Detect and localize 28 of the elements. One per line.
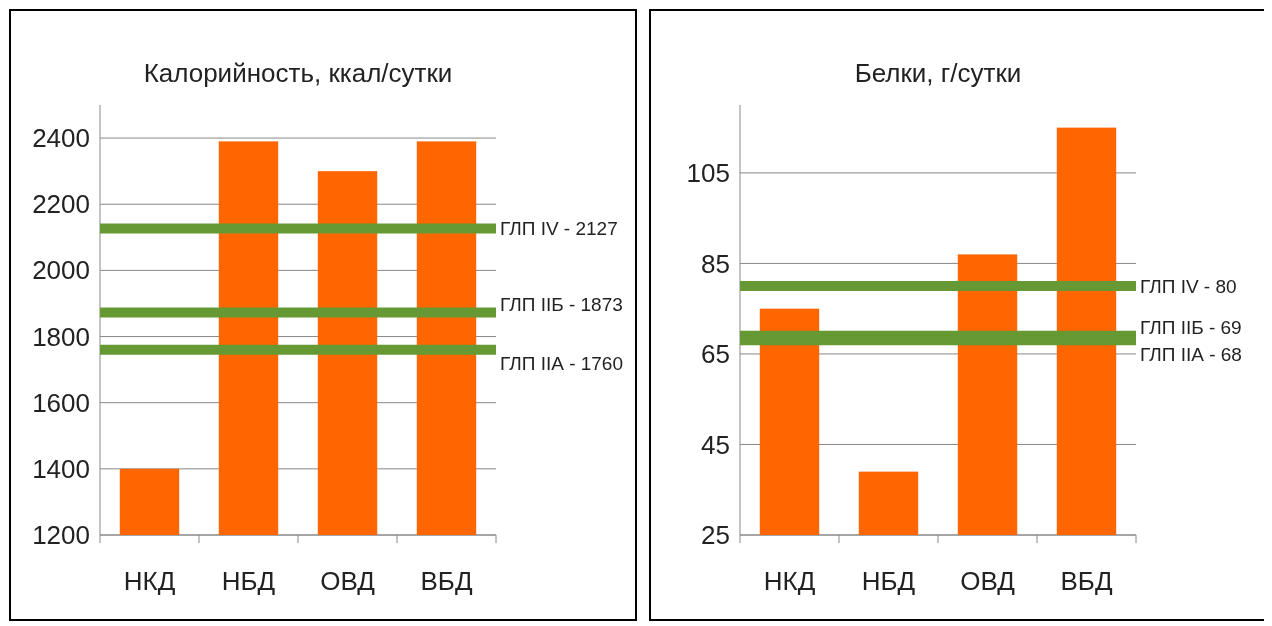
y-tick-label: 1600	[32, 387, 90, 418]
y-tick-label: 1400	[32, 453, 90, 484]
y-tick-label: 25	[701, 520, 730, 551]
x-tick-label: ОВД	[320, 566, 376, 596]
x-tick-label: НБД	[221, 566, 276, 596]
ref-line-label: ГЛП IIА - 1760	[500, 353, 624, 375]
ref-line-label: ГЛП IIА - 68	[1140, 344, 1242, 366]
x-tick-label: ВБД	[1060, 566, 1113, 596]
y-tick-label: 45	[701, 429, 730, 460]
chart-title: Белки, г/сутки	[854, 58, 1022, 88]
x-tick-label: ВБД	[420, 566, 473, 596]
y-tick-label: 65	[701, 339, 730, 370]
y-tick-label: 105	[686, 157, 730, 188]
ref-line-label: ГЛП IV - 2127	[500, 218, 618, 240]
chart-title: Калорийность, ккал/сутки	[143, 58, 453, 88]
y-tick-label: 1200	[32, 520, 90, 551]
y-tick-label: 2000	[32, 255, 90, 286]
x-tick-label: НКД	[123, 566, 176, 596]
x-tick-label: ОВД	[960, 566, 1016, 596]
y-tick-label: 2400	[32, 123, 90, 154]
x-tick-label: НБД	[861, 566, 916, 596]
ref-line-label: ГЛП IIБ - 69	[1140, 317, 1242, 339]
x-tick-label: НКД	[763, 566, 816, 596]
y-tick-label: 2200	[32, 189, 90, 220]
y-tick-label: 85	[701, 248, 730, 279]
ref-line-label: ГЛП IIБ - 1873	[500, 294, 623, 316]
y-tick-label: 1800	[32, 321, 90, 352]
ref-line-label: ГЛП IV - 80	[1140, 275, 1237, 297]
